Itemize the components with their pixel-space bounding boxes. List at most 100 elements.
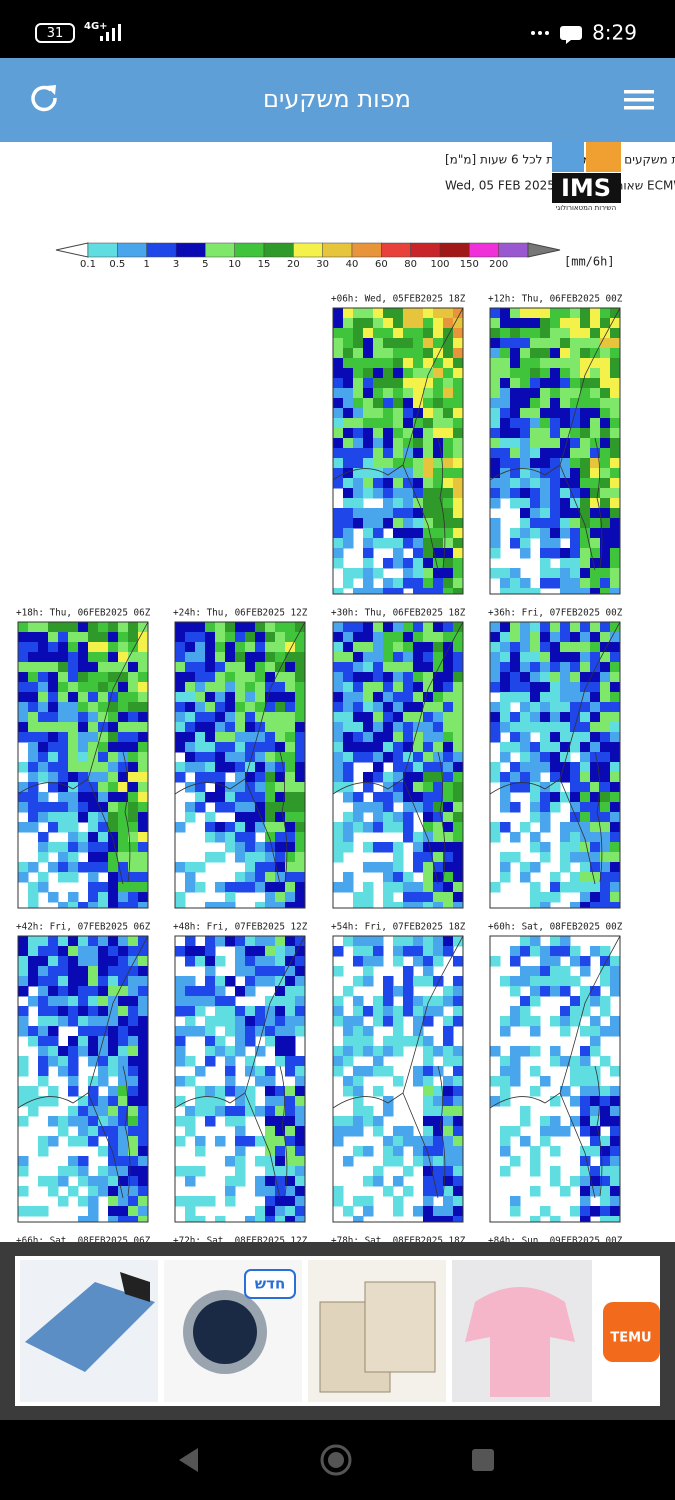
precip-cell — [128, 712, 139, 723]
precip-cell — [520, 782, 531, 793]
precip-cell — [383, 318, 394, 329]
precip-cell — [393, 852, 404, 863]
precip-cell — [423, 622, 434, 633]
precip-cell — [530, 468, 541, 479]
precip-cell — [453, 852, 463, 863]
precip-cell — [510, 742, 521, 753]
precip-cell — [138, 752, 148, 763]
precip-cell — [38, 956, 49, 967]
precip-cell — [403, 538, 414, 549]
precip-cell — [285, 1136, 296, 1147]
precip-cell — [185, 712, 196, 723]
precip-cell — [58, 622, 69, 633]
precip-cell — [570, 642, 581, 653]
precip-cell — [28, 996, 39, 1007]
precip-cell — [363, 1116, 374, 1127]
precip-cell — [403, 792, 414, 803]
back-button[interactable] — [179, 1448, 198, 1472]
precip-cell — [550, 1046, 561, 1057]
precip-cell — [68, 672, 79, 683]
refresh-button[interactable] — [31, 85, 57, 112]
precip-cell — [590, 438, 601, 449]
precip-cell — [333, 782, 344, 793]
precip-cell — [343, 578, 354, 589]
precip-cell — [490, 328, 501, 339]
precip-cell — [393, 692, 404, 703]
precip-cell — [185, 936, 196, 947]
precip-cell — [48, 976, 59, 987]
navigation-bar — [0, 1420, 675, 1500]
precip-cell — [590, 1146, 601, 1157]
precip-cell — [245, 1086, 256, 1097]
precip-cell — [353, 378, 364, 389]
precip-cell — [68, 852, 79, 863]
precip-cell — [560, 508, 571, 519]
precip-cell — [570, 712, 581, 723]
precip-cell — [195, 1066, 206, 1077]
precip-cell — [433, 518, 444, 529]
precip-cell — [28, 892, 39, 903]
precip-cell — [343, 936, 354, 947]
precip-cell — [78, 792, 89, 803]
precip-cell — [78, 986, 89, 997]
precip-cell — [235, 966, 246, 977]
precip-cell — [403, 996, 414, 1007]
ad-product[interactable] — [452, 1260, 592, 1402]
precip-cell — [343, 408, 354, 419]
home-button[interactable] — [320, 1444, 352, 1476]
precip-cell — [600, 652, 611, 663]
precip-cell — [118, 966, 129, 977]
ad-product[interactable]: חדש — [164, 1260, 302, 1402]
precip-cell — [600, 448, 611, 459]
precip-cell — [38, 742, 49, 753]
precip-cell — [138, 642, 148, 653]
precip-cell — [373, 448, 384, 459]
precip-cell — [453, 388, 463, 399]
precip-cell — [215, 996, 226, 1007]
precip-cell — [215, 902, 226, 908]
ad-product[interactable] — [308, 1260, 446, 1402]
precip-cell — [423, 1216, 434, 1222]
precip-cell — [490, 338, 501, 349]
precip-cell — [600, 752, 611, 763]
precip-cell — [610, 508, 620, 519]
precip-cell — [590, 468, 601, 479]
precip-cell — [403, 946, 414, 957]
coastline — [490, 308, 620, 571]
precip-cell — [128, 1066, 139, 1077]
precip-cell — [255, 852, 266, 863]
precip-cell — [540, 1116, 551, 1127]
precip-cell — [520, 328, 531, 339]
precip-cell — [353, 642, 364, 653]
recents-button[interactable] — [472, 1449, 494, 1471]
precip-cell — [18, 692, 29, 703]
precip-cell — [245, 1016, 256, 1027]
precip-cell — [225, 1026, 236, 1037]
precip-cell — [530, 622, 541, 633]
precip-cell — [403, 518, 414, 529]
precip-cell — [393, 946, 404, 957]
precip-cell — [383, 792, 394, 803]
precip-cell — [520, 642, 531, 653]
precip-cell — [245, 822, 256, 833]
precip-cell — [353, 822, 364, 833]
temu-button[interactable]: TEMU — [603, 1302, 660, 1362]
precip-cell — [443, 772, 454, 783]
precip-cell — [530, 478, 541, 489]
precip-cell — [453, 752, 463, 763]
precip-cell — [68, 632, 79, 643]
precip-cell — [175, 1076, 186, 1087]
precip-cell — [245, 986, 256, 997]
precip-cell — [443, 1166, 454, 1177]
precip-cell — [353, 1126, 364, 1137]
legend-arrow-right — [527, 242, 561, 258]
precip-cell — [453, 1086, 463, 1097]
precip-cell — [433, 1086, 444, 1097]
precip-cell — [108, 976, 119, 987]
precip-cell — [255, 1106, 266, 1117]
ad-product[interactable] — [20, 1260, 158, 1402]
precip-cell — [78, 1166, 89, 1177]
precip-cell — [78, 832, 89, 843]
menu-button[interactable] — [624, 90, 654, 110]
precip-cell — [275, 822, 286, 833]
